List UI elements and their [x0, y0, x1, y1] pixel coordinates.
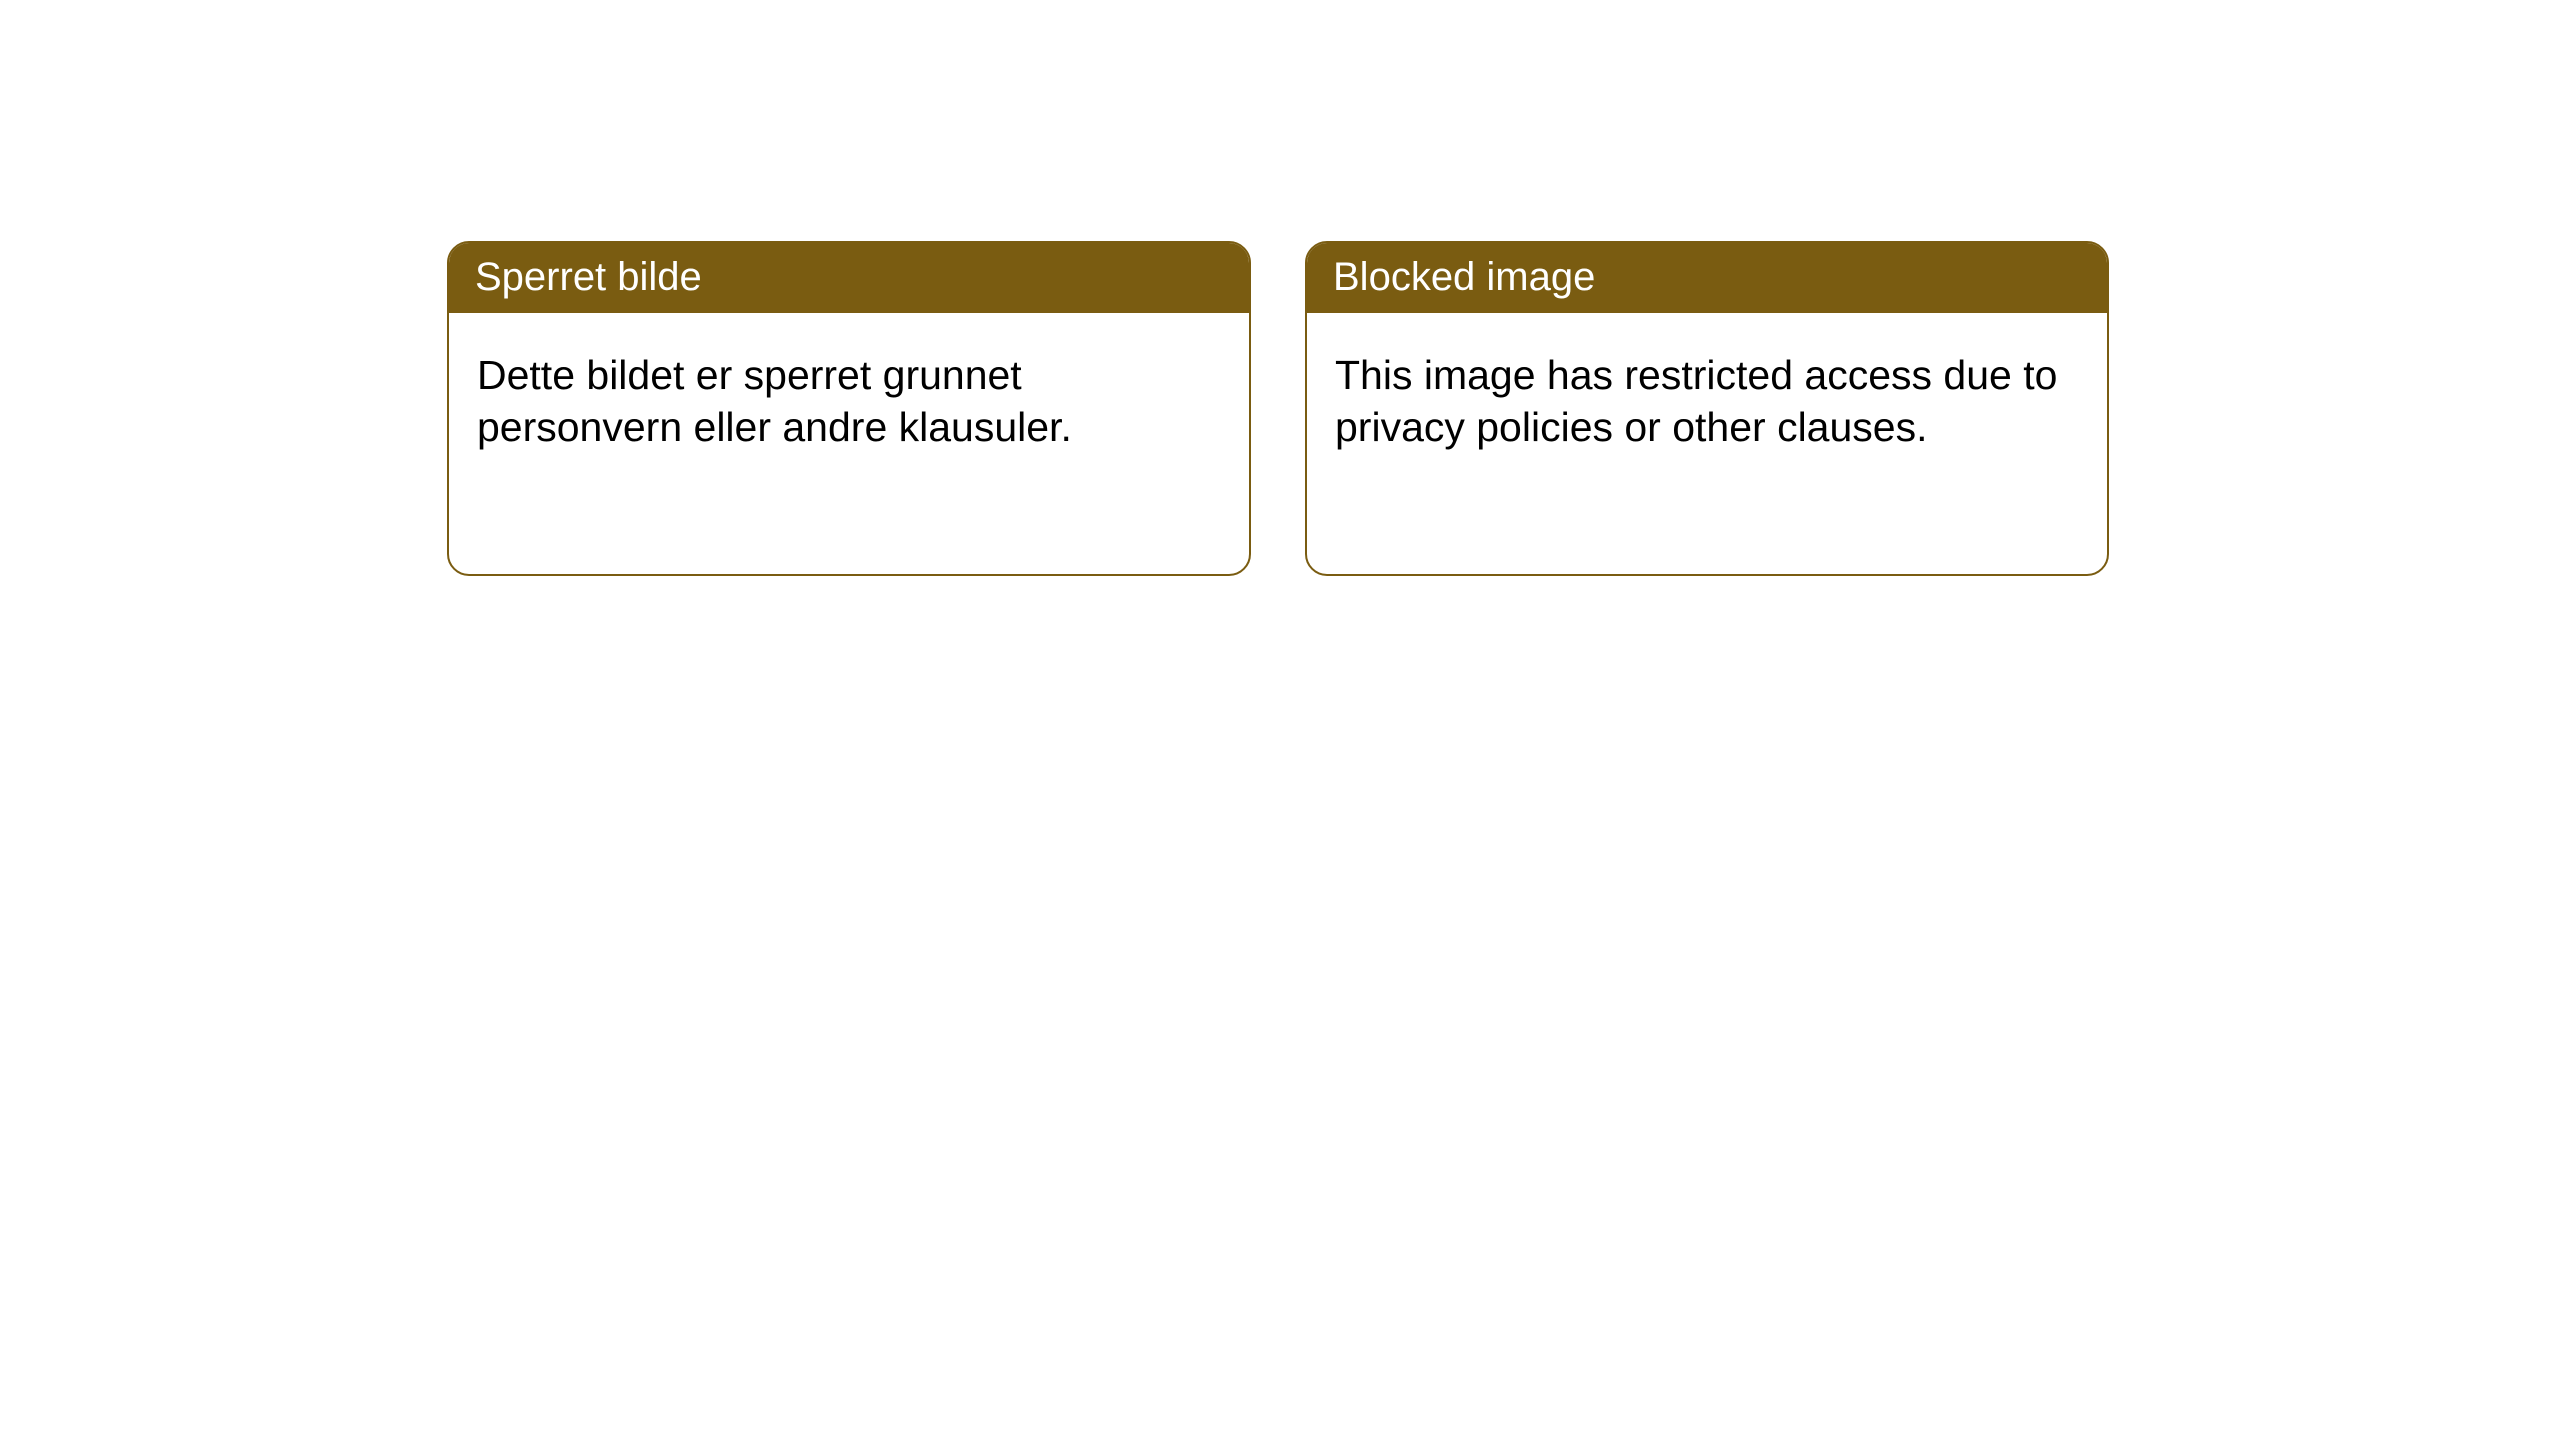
card-header-text: Blocked image	[1333, 255, 1595, 299]
card-body-text: This image has restricted access due to …	[1335, 352, 2057, 450]
card-body-text: Dette bildet er sperret grunnet personve…	[477, 352, 1072, 450]
notice-card-norwegian: Sperret bilde Dette bildet er sperret gr…	[447, 241, 1251, 576]
notice-card-english: Blocked image This image has restricted …	[1305, 241, 2109, 576]
card-body: Dette bildet er sperret grunnet personve…	[449, 313, 1249, 489]
card-header: Sperret bilde	[449, 243, 1249, 313]
card-header-text: Sperret bilde	[475, 255, 702, 299]
card-body: This image has restricted access due to …	[1307, 313, 2107, 489]
card-header: Blocked image	[1307, 243, 2107, 313]
notice-cards-container: Sperret bilde Dette bildet er sperret gr…	[447, 241, 2109, 576]
